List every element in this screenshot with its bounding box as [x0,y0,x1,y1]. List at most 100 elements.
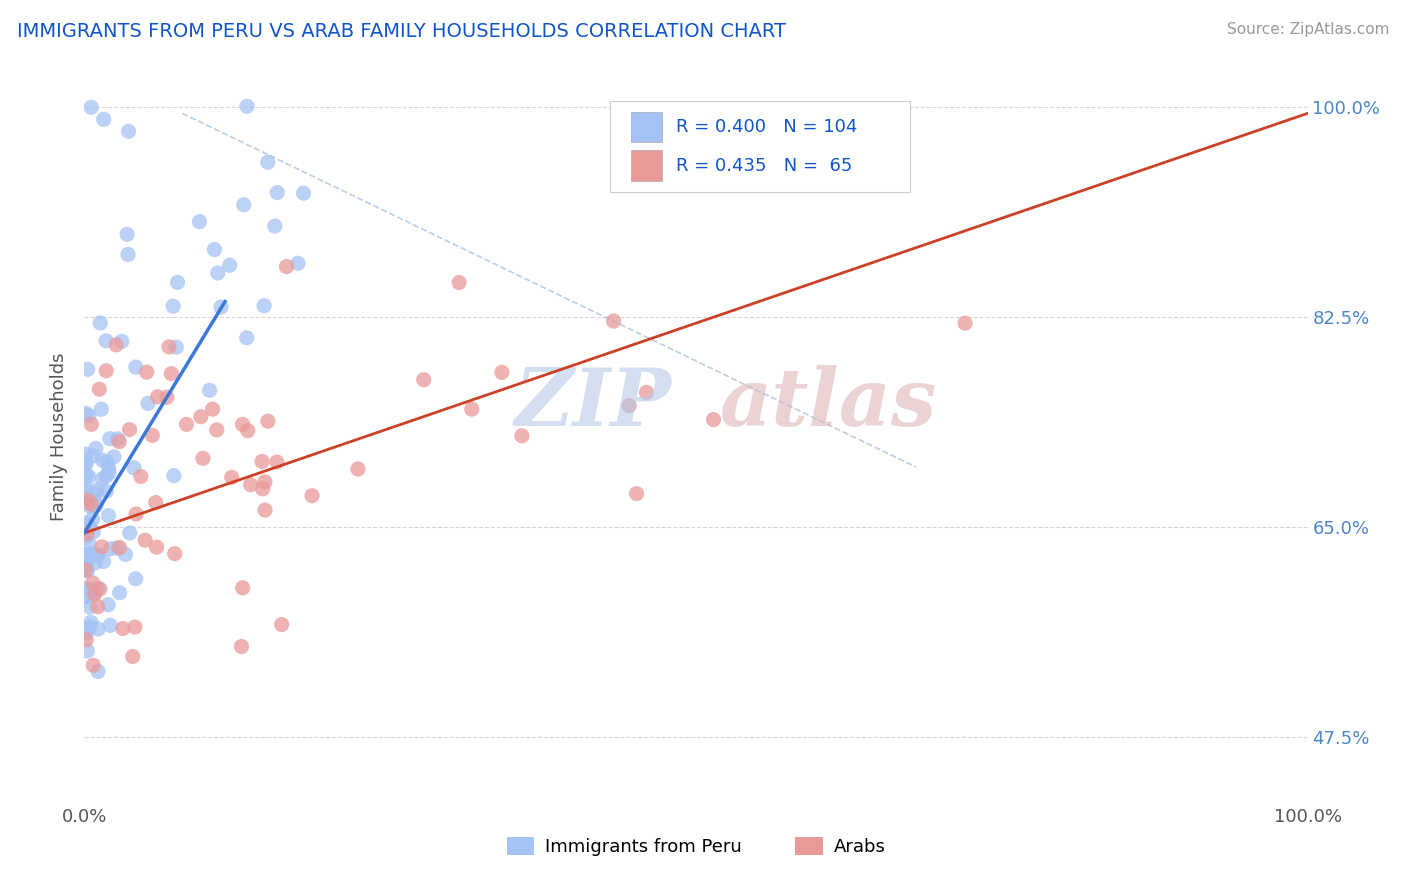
Point [122,460,145,475]
Point [263,219,285,233]
Point [82,524,104,539]
Point [75,622,97,636]
Point [96,364,118,378]
Point [156,390,179,404]
Point [76,362,98,376]
Point [97,508,120,523]
Point [232,417,254,432]
Point [77,496,100,510]
Point [118,423,141,437]
Point [108,541,131,555]
Point [93,554,115,568]
Point [87,549,110,563]
Point [239,477,262,491]
Point [76,493,98,508]
Point [80,500,103,514]
Point [75,581,97,595]
Point [266,455,288,469]
Point [86,483,108,497]
Point [165,340,187,354]
Point [84,499,107,513]
Point [80,582,103,597]
Point [121,649,143,664]
Point [91,453,114,467]
Point [449,276,471,290]
Point [235,331,257,345]
Point [75,516,97,530]
Point [205,423,228,437]
Point [84,494,107,508]
Point [124,620,146,634]
Point [166,276,188,290]
Point [93,112,115,127]
Point [129,469,152,483]
Point [75,457,97,471]
Point [111,334,134,349]
Point [91,472,114,486]
Point [79,600,101,615]
Point [118,525,141,540]
Point [253,299,276,313]
Point [231,640,253,654]
Point [108,434,131,449]
Point [98,432,121,446]
Point [953,316,976,330]
Point [76,548,98,562]
Point [163,547,186,561]
Point [97,598,120,612]
Text: R = 0.435   N =  65: R = 0.435 N = 65 [676,157,853,175]
Point [105,338,128,352]
Point [87,599,110,614]
FancyBboxPatch shape [610,101,910,192]
Point [76,590,98,604]
Text: ZIP: ZIP [515,366,672,443]
Point [89,382,111,396]
Point [176,417,198,432]
Point [270,617,292,632]
Point [76,524,98,538]
Point [111,622,134,636]
Point [510,429,533,443]
Point [207,266,229,280]
Point [76,626,98,640]
Point [136,396,159,410]
Point [491,365,513,379]
Point [257,414,280,428]
Point [117,247,139,261]
Point [114,548,136,562]
Point [287,256,309,270]
Point [75,563,97,577]
Point [232,581,254,595]
Point [141,428,163,442]
Point [96,455,118,469]
Point [76,548,98,562]
Point [75,456,97,470]
Point [76,644,98,658]
Point [157,340,180,354]
Point [301,489,323,503]
Point [76,526,98,541]
Point [75,447,97,461]
Point [292,186,315,201]
Point [190,409,212,424]
Point [266,186,288,200]
Point [75,632,97,647]
Point [107,432,129,446]
Point [146,390,169,404]
Point [79,620,101,634]
Point [80,100,103,114]
Point [602,314,624,328]
Point [80,497,103,511]
Point [145,540,167,554]
Point [80,615,103,630]
Point [162,299,184,313]
Point [87,622,110,636]
Point [702,412,724,426]
Point [125,507,148,521]
Point [76,491,98,506]
Point [75,590,97,604]
Y-axis label: Family Households: Family Households [51,353,69,521]
Point [84,486,107,500]
Point [617,399,640,413]
Point [209,300,232,314]
